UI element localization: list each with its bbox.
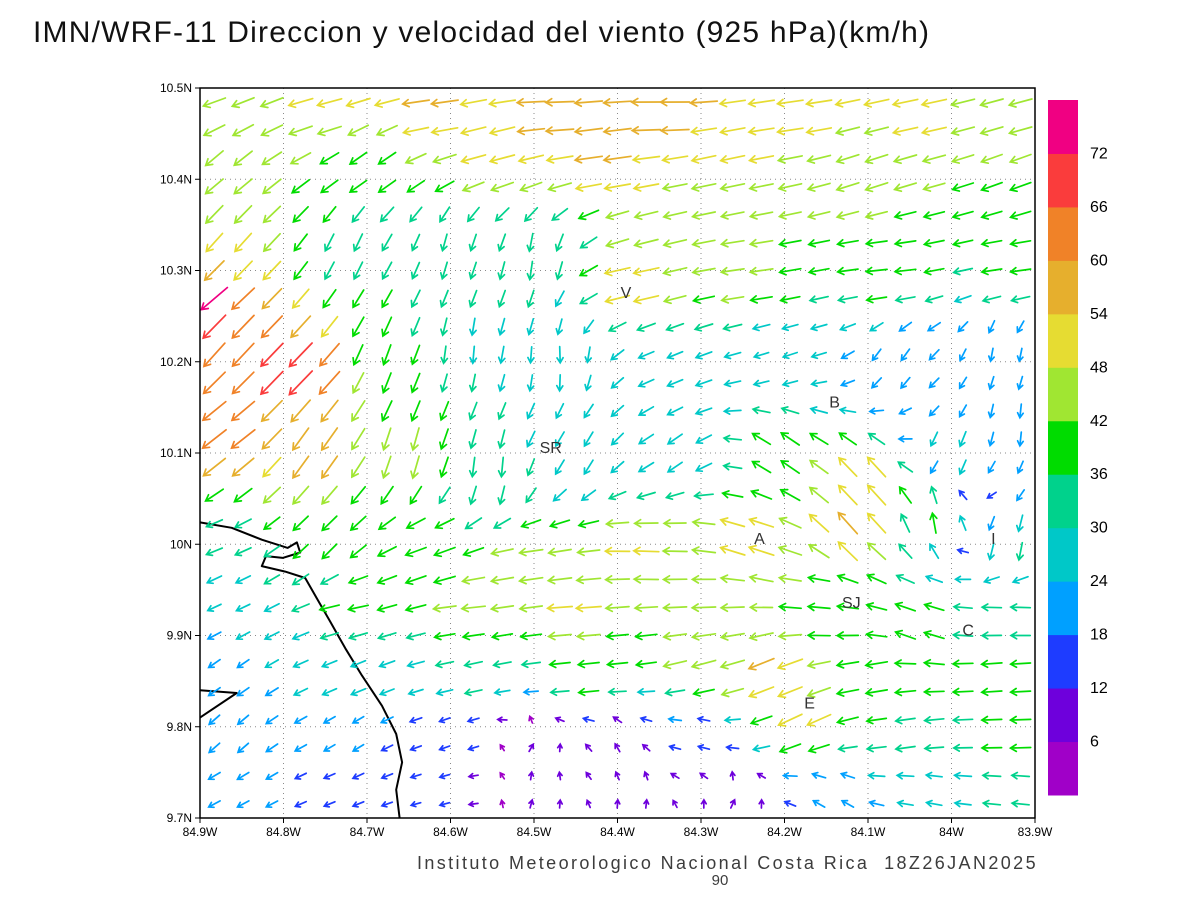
colorbar-segment — [1048, 741, 1078, 796]
x-tick-label: 84.7W — [350, 825, 385, 839]
wind-arrows — [200, 96, 1033, 809]
colorbar-label: 6 — [1090, 734, 1099, 751]
colorbar-label: 48 — [1090, 359, 1108, 376]
station-label-sr: SR — [540, 440, 562, 457]
station-label-c: C — [962, 623, 974, 640]
station-label-b: B — [829, 394, 840, 411]
colorbar-segment — [1048, 688, 1078, 743]
colorbar-label: 18 — [1090, 627, 1108, 644]
colorbar-segment — [1048, 260, 1078, 315]
footer-station-code: 90 — [711, 872, 729, 889]
coastline — [199, 521, 404, 819]
colorbar-segment — [1048, 634, 1078, 689]
y-tick-label: 10.4N — [160, 172, 192, 186]
colorbar-segment — [1048, 206, 1078, 261]
axis-ticks — [195, 87, 1036, 823]
colorbar-label: 42 — [1090, 413, 1108, 430]
x-tick-label: 84.5W — [517, 825, 552, 839]
x-tick-label: 84.1W — [851, 825, 886, 839]
station-labels: V B SR A I SJ C E — [540, 285, 996, 713]
colorbar-label: 72 — [1090, 146, 1108, 163]
x-tick-label: 84.6W — [433, 825, 468, 839]
x-tick-label: 84.4W — [600, 825, 635, 839]
colorbar-label: 12 — [1090, 680, 1108, 697]
y-tick-label: 10.1N — [160, 446, 192, 460]
colorbar-segment — [1048, 153, 1078, 208]
x-tick-label: 84W — [939, 825, 964, 839]
chart-title: IMN/WRF-11 Direccion y velocidad del vie… — [33, 16, 931, 49]
station-label-v: V — [621, 285, 632, 302]
graticule — [200, 88, 1035, 818]
colorbar — [1048, 100, 1078, 796]
station-label-a: A — [754, 531, 765, 548]
colorbar-segment — [1048, 527, 1078, 582]
colorbar-label: 36 — [1090, 466, 1108, 483]
y-tick-label: 10.3N — [160, 264, 192, 278]
x-tick-label: 84.3W — [684, 825, 719, 839]
station-label-e: E — [804, 696, 815, 713]
y-tick-label: 10N — [170, 537, 192, 551]
station-label-sj: SJ — [842, 595, 861, 612]
colorbar-label: 66 — [1090, 199, 1108, 216]
axis-tick-labels: 84.9W 84.8W 84.7W 84.6W 84.5W 84.4W 84.3W 84.2W… — [160, 81, 1053, 839]
y-tick-label: 9.9N — [167, 629, 192, 643]
colorbar-segment — [1048, 420, 1078, 475]
colorbar-segment — [1048, 581, 1078, 636]
x-tick-label: 84.8W — [266, 825, 301, 839]
y-tick-label: 10.5N — [160, 81, 192, 95]
colorbar-segment — [1048, 474, 1078, 529]
colorbar-label: 54 — [1090, 306, 1108, 323]
x-tick-label: 84.9W — [183, 825, 218, 839]
footer-attribution: Instituto Meteorologico Nacional Costa R… — [416, 853, 1038, 873]
x-tick-label: 84.2W — [767, 825, 802, 839]
colorbar-label: 60 — [1090, 252, 1108, 269]
colorbar-segment — [1048, 367, 1078, 422]
colorbar-label: 30 — [1090, 520, 1108, 537]
station-label-i: I — [991, 531, 995, 548]
colorbar-label: 24 — [1090, 573, 1108, 590]
colorbar-labels: 6 12 18 24 30 36 42 48 54 60 66 72 — [1090, 146, 1108, 751]
colorbar-segment — [1048, 100, 1078, 154]
y-tick-label: 10.2N — [160, 355, 192, 369]
y-tick-label: 9.7N — [167, 811, 192, 825]
colorbar-segment — [1048, 313, 1078, 368]
y-tick-label: 9.8N — [167, 720, 192, 734]
x-tick-label: 83.9W — [1018, 825, 1053, 839]
